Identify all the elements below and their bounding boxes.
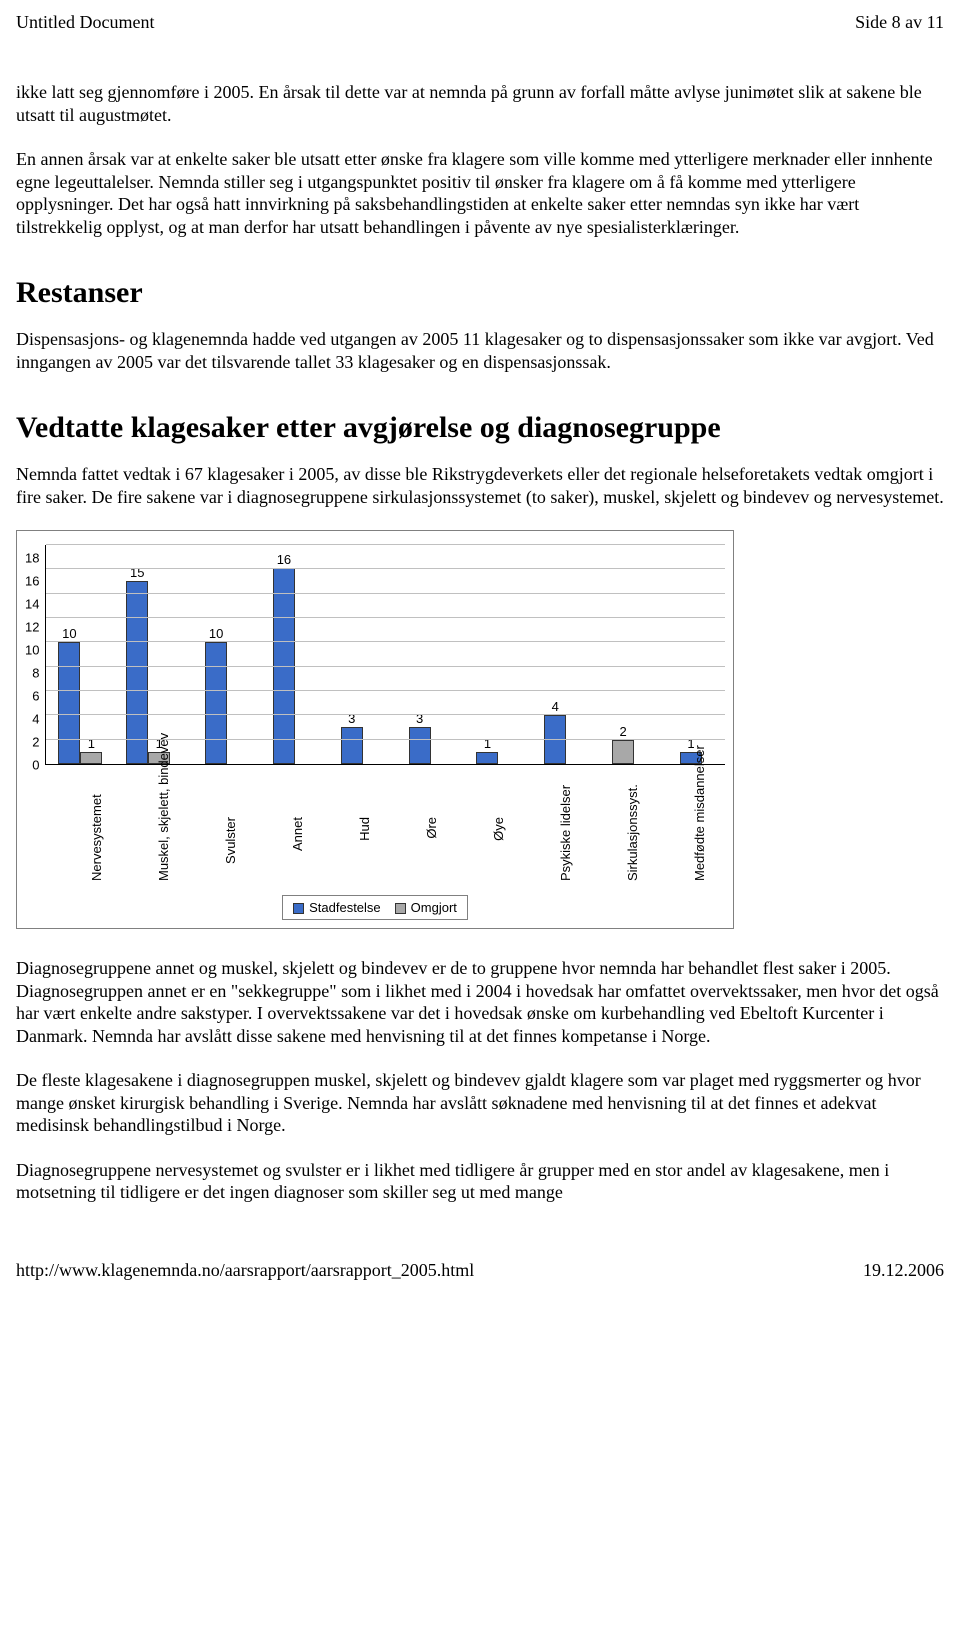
- bar-value-label: 16: [277, 553, 291, 566]
- bar-group: 101: [48, 627, 112, 764]
- heading-vedtatte: Vedtatte klagesaker etter avgjørelse og …: [16, 411, 944, 445]
- y-axis: 181614121086420: [25, 545, 45, 765]
- bar: [205, 642, 227, 764]
- bar: [409, 727, 431, 764]
- x-axis: NervesystemetMuskel, skjelett, bindevevS…: [55, 765, 725, 883]
- chart-legend: Stadfestelse Omgjort: [282, 895, 468, 920]
- legend-label: Stadfestelse: [309, 900, 381, 915]
- paragraph: Diagnosegruppene annet og muskel, skjele…: [16, 957, 944, 1047]
- plot-area: 1011511016331421: [45, 545, 725, 765]
- legend-label: Omgjort: [411, 900, 457, 915]
- heading-restanser: Restanser: [16, 276, 944, 310]
- legend-item: Stadfestelse: [293, 900, 381, 915]
- bar-group: 1: [659, 737, 723, 764]
- x-axis-label: Medfødte misdannelser: [692, 817, 804, 881]
- bar: [341, 727, 363, 764]
- paragraph: Nemnda fattet vedtak i 67 klagesaker i 2…: [16, 463, 944, 508]
- doc-title: Untitled Document: [16, 12, 154, 33]
- legend-swatch-icon: [395, 903, 406, 914]
- bar-value-label: 10: [62, 627, 76, 640]
- bar-value-label: 10: [209, 627, 223, 640]
- page-header: Untitled Document Side 8 av 11: [16, 12, 944, 33]
- bar-value-label: 4: [552, 700, 559, 713]
- page-footer: http://www.klagenemnda.no/aarsrapport/aa…: [16, 1260, 944, 1281]
- paragraph: Diagnosegruppene nervesystemet og svulst…: [16, 1159, 944, 1204]
- footer-url: http://www.klagenemnda.no/aarsrapport/aa…: [16, 1260, 474, 1281]
- paragraph: ikke latt seg gjennomføre i 2005. En års…: [16, 81, 944, 126]
- legend-item: Omgjort: [395, 900, 457, 915]
- bar: [612, 740, 634, 764]
- bar-group: 10: [184, 627, 248, 764]
- paragraph: De fleste klagesakene i diagnosegruppen …: [16, 1069, 944, 1137]
- bar-value-label: 2: [620, 725, 627, 738]
- bar-group: 2: [591, 725, 655, 764]
- bar: [58, 642, 80, 764]
- bar-group: 16: [252, 553, 316, 764]
- diagnose-chart: 181614121086420 1011511016331421 Nervesy…: [16, 530, 734, 929]
- paragraph: En annen årsak var at enkelte saker ble …: [16, 148, 944, 238]
- bar: [80, 752, 102, 764]
- page-indicator: Side 8 av 11: [855, 12, 944, 33]
- bar-group: 4: [523, 700, 587, 764]
- bar-group: 1: [455, 737, 519, 764]
- bar: [126, 581, 148, 764]
- paragraph: Dispensasjons- og klagenemnda hadde ved …: [16, 328, 944, 373]
- legend-swatch-icon: [293, 903, 304, 914]
- footer-date: 19.12.2006: [863, 1260, 944, 1281]
- bar: [476, 752, 498, 764]
